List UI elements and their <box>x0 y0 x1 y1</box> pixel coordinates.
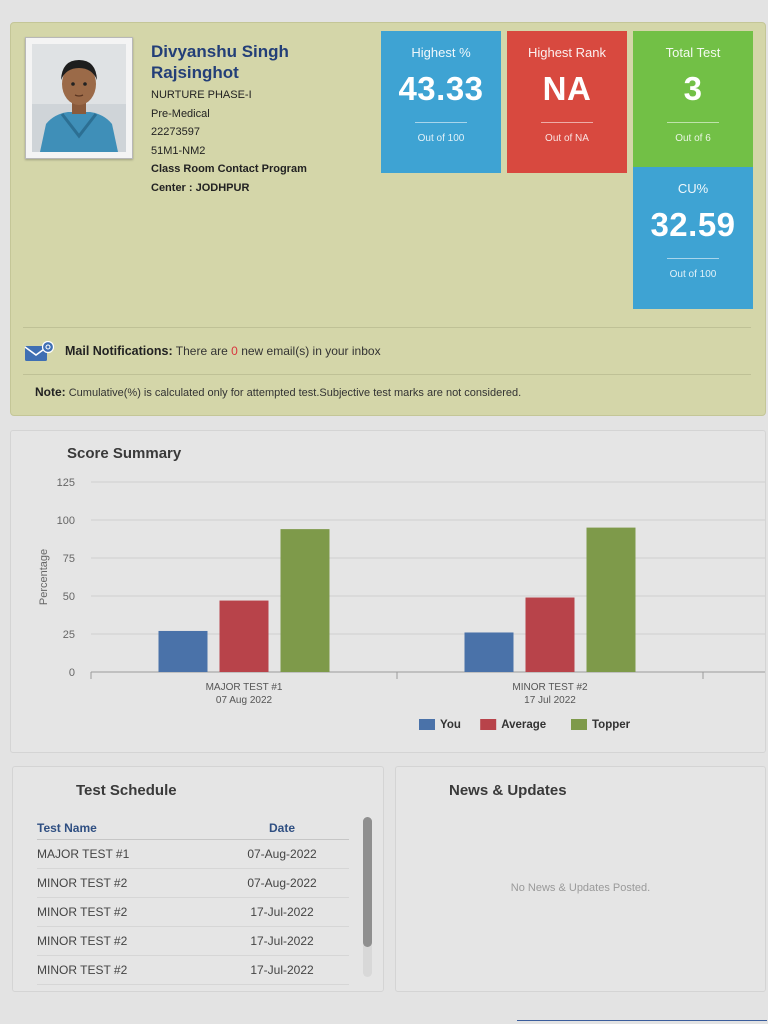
total-test-card[interactable]: Total Test 3 Out of 6 <box>633 31 753 173</box>
divider <box>415 122 467 123</box>
cu-percent-card[interactable]: CU% 32.59 Out of 100 <box>633 167 753 309</box>
table-header-row: Test Name Date <box>37 817 349 840</box>
score-summary-title: Score Summary <box>67 445 182 462</box>
student-photo <box>25 37 133 159</box>
cu-percent-value: 32.59 <box>650 206 736 243</box>
news-updates-title: News & Updates <box>449 782 567 799</box>
test-schedule-panel: Test Schedule Test Name Date MAJOR TEST … <box>12 766 384 992</box>
news-updates-panel: News & Updates No News & Updates Posted. <box>395 766 766 992</box>
highest-percent-card[interactable]: Highest % 43.33 Out of 100 <box>381 31 501 173</box>
test-schedule-title: Test Schedule <box>76 782 177 799</box>
table-row[interactable]: MINOR TEST #2 17-Jul-2022 <box>37 897 349 927</box>
column-header-test-name: Test Name <box>37 817 216 840</box>
cu-percent-sub: Out of 100 <box>669 269 717 280</box>
form-number: 22273597 <box>151 126 200 138</box>
total-test-title: Total Test <box>665 45 721 60</box>
legend-swatch-topper <box>571 719 587 730</box>
test-name-cell: MAJOR TEST #1 <box>37 839 216 869</box>
test-name-cell: MINOR TEST #2 <box>37 868 216 898</box>
test-date-cell: 07-Aug-2022 <box>215 868 349 898</box>
legend-label-you: You <box>440 719 461 731</box>
x-tick-label: MAJOR TEST #1 <box>206 682 283 693</box>
mail-count[interactable]: 0 <box>231 344 238 358</box>
program-name: Class Room Contact Program <box>151 163 307 175</box>
bar-average-2 <box>525 597 575 672</box>
test-date-cell: 07-Aug-2022 <box>215 839 349 869</box>
legend-swatch-average <box>480 719 497 730</box>
table-row[interactable]: MINOR TEST #2 07-Aug-2022 <box>37 868 349 898</box>
bar-topper-1 <box>280 529 330 672</box>
y-tick-label: 25 <box>63 629 75 641</box>
profile-panel: Divyanshu Singh Rajsinghot NURTURE PHASE… <box>10 22 766 416</box>
test-name-cell: MINOR TEST #2 <box>37 897 216 927</box>
note-text: Cumulative(%) is calculated only for att… <box>68 387 522 399</box>
bottom-divider <box>517 1020 767 1021</box>
bar-average-1 <box>219 600 269 672</box>
student-info: Divyanshu Singh Rajsinghot NURTURE PHASE… <box>151 41 371 197</box>
test-date-cell: 17-Jul-2022 <box>215 897 349 927</box>
highest-percent-value: 43.33 <box>398 70 484 107</box>
legend-swatch-you <box>419 719 435 730</box>
y-tick-label: 0 <box>69 667 75 679</box>
mail-icon[interactable] <box>24 336 55 382</box>
divider <box>667 122 719 123</box>
highest-percent-sub: Out of 100 <box>417 133 465 144</box>
y-axis-label: Percentage <box>38 549 50 605</box>
test-name-cell: MINOR TEST #2 <box>37 926 216 956</box>
center-name: Center : JODHPUR <box>151 181 250 194</box>
divider <box>667 258 719 259</box>
table-row[interactable]: MINOR TEST #2 17-Jul-2022 <box>37 955 349 985</box>
course-name: NURTURE PHASE-I <box>151 89 252 101</box>
schedule-scrollbar-thumb[interactable] <box>363 817 372 947</box>
note-row: Note: Cumulative(%) is calculated only f… <box>35 385 521 399</box>
divider <box>541 122 593 123</box>
student-name: Divyanshu Singh Rajsinghot <box>151 41 371 83</box>
bar-you-1 <box>158 630 208 672</box>
test-schedule-table: Test Name Date MAJOR TEST #1 07-Aug-2022… <box>37 817 349 985</box>
x-tick-sublabel: 07 Aug 2022 <box>216 695 273 706</box>
score-summary-panel: Score Summary 0 25 50 75 100 125 Percentage MAJ… <box>10 430 766 753</box>
x-tick-sublabel: 17 Jul 2022 <box>524 695 576 706</box>
total-test-sub: Out of 6 <box>675 133 711 144</box>
table-row[interactable]: MAJOR TEST #1 07-Aug-2022 <box>37 839 349 869</box>
student-name-line1: Divyanshu Singh <box>151 42 289 61</box>
mail-notification-row: Mail Notifications: There are 0 new emai… <box>23 327 751 375</box>
news-empty-message: No News & Updates Posted. <box>510 882 651 894</box>
mail-notification-label: Mail Notifications: <box>65 344 173 358</box>
legend-label-topper: Topper <box>592 719 631 731</box>
batch-code: 51M1-NM2 <box>151 144 206 157</box>
note-label: Note: <box>35 385 66 399</box>
highest-rank-value: NA <box>542 70 592 107</box>
table-row[interactable]: MINOR TEST #2 17-Jul-2022 <box>37 926 349 956</box>
test-name-cell: MINOR TEST #2 <box>37 955 216 985</box>
y-tick-label: 75 <box>63 553 75 565</box>
column-header-date: Date <box>215 817 349 840</box>
bar-you-2 <box>464 632 514 672</box>
bar-topper-2 <box>586 527 636 672</box>
y-tick-label: 125 <box>57 477 75 489</box>
student-photo-image <box>32 44 126 152</box>
test-date-cell: 17-Jul-2022 <box>215 926 349 956</box>
legend-label-average: Average <box>501 719 546 731</box>
student-name-line2: Rajsinghot <box>151 63 239 82</box>
mail-notification-text: Mail Notifications: There are 0 new emai… <box>65 328 381 374</box>
x-tick-label: MINOR TEST #2 <box>512 682 588 693</box>
highest-rank-title: Highest Rank <box>527 45 607 60</box>
y-tick-label: 50 <box>63 591 75 603</box>
mail-text-before: There are <box>175 344 228 358</box>
highest-percent-title: Highest % <box>411 45 471 60</box>
score-summary-chart: 0 25 50 75 100 125 Percentage MAJOR TEST #1 07 A… <box>38 477 765 731</box>
total-test-value: 3 <box>683 70 703 107</box>
highest-rank-card[interactable]: Highest Rank NA Out of NA <box>507 31 627 173</box>
cu-percent-title: CU% <box>677 181 709 196</box>
schedule-scrollbar[interactable] <box>363 817 372 977</box>
test-date-cell: 17-Jul-2022 <box>215 955 349 985</box>
highest-rank-sub: Out of NA <box>545 133 589 144</box>
y-tick-label: 100 <box>57 515 75 527</box>
stream-name: Pre-Medical <box>151 107 210 120</box>
mail-text-after: new email(s) in your inbox <box>241 344 381 358</box>
